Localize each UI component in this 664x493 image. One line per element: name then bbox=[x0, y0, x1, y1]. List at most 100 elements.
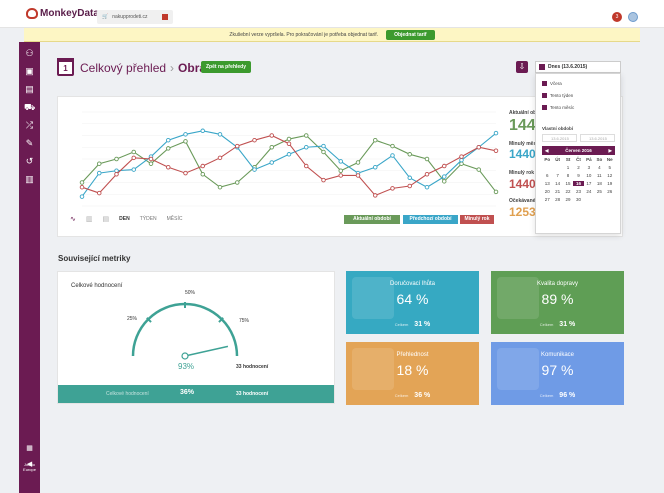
data-point[interactable] bbox=[217, 184, 223, 190]
calendar-day[interactable]: 5 bbox=[608, 165, 612, 170]
data-point[interactable] bbox=[114, 168, 119, 174]
data-point[interactable] bbox=[131, 167, 136, 172]
back-to-overview-button[interactable]: Zpět na přehledy bbox=[201, 61, 252, 73]
option-yesterday[interactable]: Včera bbox=[542, 81, 562, 86]
bar-chart-icon[interactable]: ▥ bbox=[85, 216, 93, 223]
data-point[interactable] bbox=[476, 167, 482, 172]
line-chart-icon[interactable]: ∿ bbox=[70, 216, 76, 223]
calendar-day[interactable]: 26 bbox=[607, 189, 613, 194]
data-point[interactable] bbox=[97, 190, 102, 196]
legend-last-year[interactable]: Minulý rok bbox=[460, 215, 494, 224]
calendar-day[interactable]: 14 bbox=[555, 181, 561, 186]
prev-month-icon[interactable]: ◀ bbox=[545, 148, 549, 153]
data-point[interactable] bbox=[131, 155, 136, 161]
data-point[interactable] bbox=[442, 179, 447, 184]
shuffle-icon[interactable]: ⤮ bbox=[25, 120, 34, 130]
data-point[interactable] bbox=[442, 174, 447, 179]
cart-icon[interactable]: ⛟ bbox=[24, 102, 36, 112]
calendar-day[interactable]: 10 bbox=[586, 173, 592, 178]
calendar-day[interactable]: 1 bbox=[566, 165, 570, 170]
users-icon[interactable]: ⚇ bbox=[25, 48, 34, 58]
data-point[interactable] bbox=[97, 170, 102, 176]
card-delivery-time[interactable]: Doručovací lhůta 64 % Celkem 31 % bbox=[346, 271, 479, 334]
calendar-day[interactable]: 2 bbox=[577, 165, 580, 170]
data-point[interactable] bbox=[459, 157, 464, 163]
data-point[interactable] bbox=[459, 154, 464, 159]
calendar-day[interactable]: 25 bbox=[596, 189, 602, 194]
data-point[interactable] bbox=[183, 170, 188, 176]
logo[interactable]: MonkeyData bbox=[26, 8, 99, 19]
date-range-selector[interactable]: Dnes (13.6.2015) bbox=[535, 61, 621, 73]
next-month-icon[interactable]: ▶ bbox=[608, 148, 612, 153]
calendar-day[interactable]: 18 bbox=[596, 181, 602, 186]
date-to-field[interactable]: 13.6.2015 bbox=[580, 134, 615, 142]
data-point[interactable] bbox=[114, 156, 119, 162]
data-point[interactable] bbox=[200, 163, 205, 169]
store-tab[interactable]: 🛒 nakupprodeti.cz bbox=[97, 10, 173, 24]
period-month-button[interactable]: MĚSÍC bbox=[166, 216, 183, 222]
data-point[interactable] bbox=[424, 156, 430, 162]
calendar-day[interactable]: 4 bbox=[598, 165, 601, 170]
data-point[interactable] bbox=[390, 143, 395, 149]
data-point[interactable] bbox=[493, 189, 499, 195]
data-point[interactable] bbox=[269, 145, 274, 150]
data-point[interactable] bbox=[338, 159, 344, 164]
data-point[interactable] bbox=[234, 143, 240, 149]
data-point[interactable] bbox=[269, 160, 274, 165]
tools-icon[interactable]: ✎ bbox=[25, 138, 34, 148]
data-point[interactable] bbox=[390, 186, 395, 191]
data-point[interactable] bbox=[355, 173, 361, 178]
data-point[interactable] bbox=[407, 175, 413, 181]
calendar-day[interactable]: 22 bbox=[565, 189, 571, 194]
data-point[interactable] bbox=[286, 141, 292, 146]
option-this-week[interactable]: Tento týden bbox=[542, 93, 573, 98]
notification-badge[interactable]: 3 bbox=[612, 12, 622, 22]
data-point[interactable] bbox=[373, 193, 378, 198]
calendar-day[interactable]: 16 bbox=[573, 181, 584, 186]
calendar-day[interactable]: 8 bbox=[566, 173, 570, 178]
period-week-button[interactable]: TÝDEN bbox=[139, 216, 157, 222]
data-point[interactable] bbox=[114, 172, 119, 177]
calendar-day[interactable]: 17 bbox=[586, 181, 592, 186]
calendar-day[interactable]: 7 bbox=[556, 173, 559, 178]
calendar-day[interactable]: 30 bbox=[575, 197, 581, 202]
option-this-month[interactable]: Tento měsíc bbox=[542, 105, 574, 110]
card-shipping-quality[interactable]: Kvalita dopravy 89 % Celkem 31 % bbox=[491, 271, 624, 334]
calculator-icon[interactable]: ▦ bbox=[26, 445, 33, 452]
data-point[interactable] bbox=[200, 128, 205, 134]
data-point[interactable] bbox=[338, 173, 344, 178]
data-point[interactable] bbox=[303, 145, 309, 150]
calendar-day[interactable]: 21 bbox=[555, 189, 561, 194]
data-point[interactable] bbox=[493, 130, 499, 136]
data-point[interactable] bbox=[165, 164, 171, 170]
data-point[interactable] bbox=[148, 161, 154, 166]
column-chart-icon[interactable]: ▤ bbox=[102, 216, 110, 223]
order-plan-button[interactable]: Objednat tarif bbox=[386, 29, 435, 40]
data-point[interactable] bbox=[217, 132, 223, 137]
data-point[interactable] bbox=[338, 168, 344, 174]
data-point[interactable] bbox=[459, 161, 464, 166]
calendar-day[interactable]: 27 bbox=[544, 197, 550, 202]
period-day-button[interactable]: DEN bbox=[119, 216, 130, 222]
calendar-day[interactable]: 23 bbox=[575, 189, 581, 194]
data-point[interactable] bbox=[355, 160, 361, 165]
data-point[interactable] bbox=[79, 194, 85, 199]
download-icon[interactable]: ⇩ bbox=[516, 61, 528, 73]
calendar-day[interactable]: 6 bbox=[545, 173, 549, 178]
data-point[interactable] bbox=[321, 177, 326, 183]
calendar-day[interactable]: 9 bbox=[577, 173, 580, 178]
sidebar-footer-text[interactable]: Job to Europe bbox=[23, 462, 36, 472]
calendar-day[interactable]: 19 bbox=[607, 181, 613, 186]
data-point[interactable] bbox=[79, 184, 85, 190]
calendar-day[interactable]: 13 bbox=[544, 181, 550, 186]
calendar-day[interactable]: 20 bbox=[544, 189, 550, 194]
data-point[interactable] bbox=[407, 183, 413, 189]
data-point[interactable] bbox=[303, 163, 309, 169]
data-point[interactable] bbox=[165, 146, 171, 151]
data-point[interactable] bbox=[217, 155, 223, 161]
data-point[interactable] bbox=[303, 133, 309, 138]
calendar-day[interactable]: 15 bbox=[565, 181, 571, 186]
data-point[interactable] bbox=[131, 149, 136, 155]
chart-money-icon[interactable]: ▣ bbox=[25, 66, 34, 76]
data-point[interactable] bbox=[234, 180, 240, 185]
